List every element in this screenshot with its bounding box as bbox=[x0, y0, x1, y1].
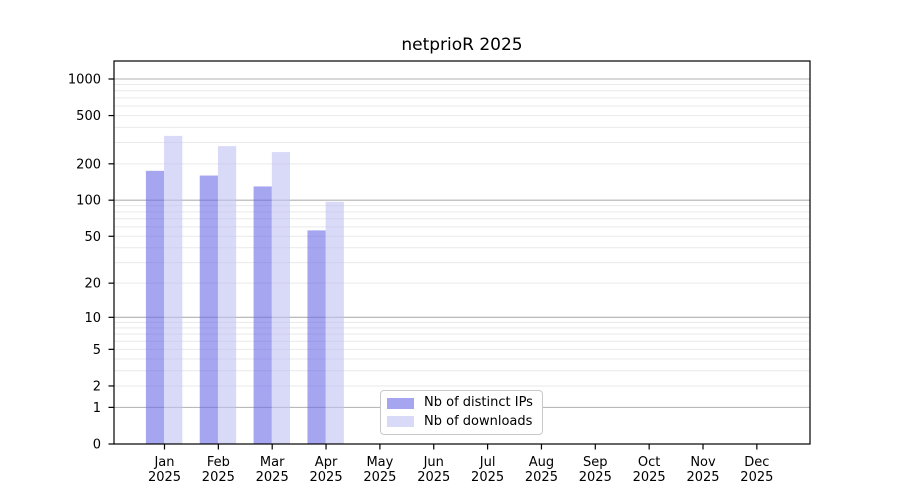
bar-downloads-apr bbox=[325, 201, 344, 444]
bar-distinct-ips-jan bbox=[145, 170, 165, 444]
bar-distinct-ips-feb bbox=[199, 175, 218, 445]
bar-downloads-jan bbox=[164, 135, 183, 444]
x-tick-label-month: Jul bbox=[479, 455, 496, 470]
legend-item-downloads: Nb of downloads bbox=[387, 413, 542, 429]
y-tick-label: 50 bbox=[84, 230, 101, 245]
x-tick-label-year: 2025 bbox=[633, 470, 666, 485]
y-tick-label: 20 bbox=[84, 277, 101, 292]
x-tick-label-month: Dec bbox=[744, 455, 769, 470]
x-tick-label-year: 2025 bbox=[579, 470, 612, 485]
x-tick-label-year: 2025 bbox=[740, 470, 773, 485]
x-tick-label-year: 2025 bbox=[256, 470, 289, 485]
x-tick-label-month: Jan bbox=[153, 455, 174, 470]
x-tick-label-month: Aug bbox=[529, 455, 554, 470]
x-tick-label-year: 2025 bbox=[417, 470, 450, 485]
legend-item-distinct-ips: Nb of distinct IPs bbox=[387, 395, 542, 411]
y-tick-label: 100 bbox=[76, 194, 101, 209]
x-tick-label-month: Apr bbox=[315, 455, 338, 470]
x-tick-label-year: 2025 bbox=[471, 470, 504, 485]
bar-distinct-ips-apr bbox=[307, 230, 326, 444]
y-tick-label: 500 bbox=[76, 109, 101, 124]
bar-downloads-feb bbox=[217, 146, 237, 444]
x-tick-label-year: 2025 bbox=[363, 470, 396, 485]
legend-swatch-downloads bbox=[387, 416, 414, 428]
y-tick-label: 5 bbox=[93, 343, 101, 358]
y-tick-label: 1000 bbox=[68, 73, 101, 88]
x-tick-label-year: 2025 bbox=[686, 470, 719, 485]
y-tick-label: 0 bbox=[93, 438, 101, 453]
y-tick-label: 10 bbox=[84, 311, 101, 326]
legend-label-downloads: Nb of downloads bbox=[424, 413, 533, 429]
y-tick-label: 2 bbox=[93, 379, 101, 394]
legend: Nb of distinct IPs Nb of downloads bbox=[380, 390, 543, 435]
x-tick-label-year: 2025 bbox=[525, 470, 558, 485]
bar-downloads-mar bbox=[271, 152, 290, 444]
x-tick-label-year: 2025 bbox=[148, 470, 181, 485]
y-tick-label: 200 bbox=[76, 157, 101, 172]
plot-border bbox=[113, 60, 811, 445]
x-tick-label-month: Jun bbox=[423, 455, 444, 470]
legend-label-distinct-ips: Nb of distinct IPs bbox=[424, 395, 533, 411]
x-tick-label-month: May bbox=[366, 455, 393, 470]
chart-title: netprioR 2025 bbox=[401, 35, 523, 55]
x-tick-label-month: Sep bbox=[583, 455, 608, 470]
legend-swatch-distinct-ips bbox=[387, 397, 414, 409]
x-tick-label-month: Mar bbox=[260, 455, 285, 470]
x-tick-label-month: Nov bbox=[690, 455, 716, 470]
bar-distinct-ips-mar bbox=[253, 186, 272, 445]
x-tick-label-month: Feb bbox=[207, 455, 230, 470]
x-tick-label-year: 2025 bbox=[310, 470, 343, 485]
y-tick-label: 1 bbox=[93, 401, 101, 416]
x-tick-label-year: 2025 bbox=[202, 470, 235, 485]
x-tick-label-month: Oct bbox=[638, 455, 660, 470]
